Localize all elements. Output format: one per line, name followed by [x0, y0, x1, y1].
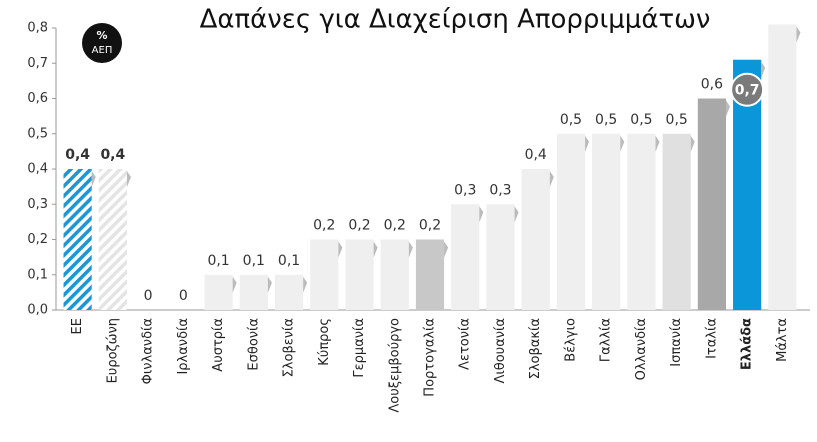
value-label: 0,4 — [525, 147, 547, 163]
value-label: 0,4 — [65, 147, 90, 163]
x-tick-label: Ισπανία — [669, 318, 684, 367]
bar-shade — [655, 135, 660, 152]
x-tick-label: Αυστρία — [211, 318, 226, 372]
y-tick-label: 0,8 — [27, 21, 48, 36]
value-label: 0,5 — [595, 112, 617, 128]
bar-shade — [232, 276, 237, 293]
x-tick-label: Σλοβακία — [528, 318, 543, 379]
chart-title: Δαπάνες για Διαχείριση Απορριμμάτων — [200, 5, 711, 35]
value-label: 0,2 — [313, 218, 335, 234]
x-tick-label: Πορτογαλία — [423, 318, 438, 397]
y-tick-label: 0,4 — [27, 162, 48, 177]
bar — [380, 239, 409, 310]
bar-shade — [514, 206, 519, 223]
y-tick-label: 0,7 — [27, 56, 48, 71]
x-tick-label: Λουξεμβούργο — [387, 318, 402, 413]
bar — [627, 133, 656, 310]
bar-shade — [796, 26, 801, 43]
bar-shade — [267, 276, 272, 293]
value-label: 0,1 — [207, 253, 229, 269]
bar — [451, 204, 480, 310]
value-label: 0,2 — [384, 218, 406, 234]
bar — [486, 204, 515, 310]
bar — [274, 274, 304, 310]
value-label: 0,1 — [243, 253, 265, 269]
bar — [592, 133, 621, 310]
x-tick-label: Σλοβενία — [282, 318, 297, 377]
x-tick-label: Ελλάδα — [740, 318, 755, 370]
value-label: 0,1 — [278, 253, 300, 269]
bar — [415, 239, 445, 310]
x-tick-label: Ιρλανδία — [176, 318, 191, 375]
label-badge — [730, 72, 765, 107]
bar — [345, 239, 374, 310]
y-tick-label: 0,5 — [27, 126, 48, 141]
value-label: 0 — [144, 288, 153, 304]
x-tick-label: Μάλτα — [775, 318, 790, 362]
unit-badge-text: % — [96, 29, 107, 42]
value-label: 0,4 — [100, 147, 125, 163]
bar — [204, 274, 233, 310]
unit-badge-text: ΑΕΠ — [92, 45, 113, 56]
x-tick-label: ΕΕ — [70, 318, 85, 334]
bar — [697, 98, 726, 310]
bar-shade — [126, 171, 131, 187]
bar — [662, 133, 691, 310]
bar-shade — [303, 276, 308, 293]
bar — [768, 24, 797, 310]
x-tick-label: Ευροζώνη — [105, 318, 120, 383]
value-label: 0,2 — [419, 218, 441, 234]
value-label: 0,3 — [454, 182, 476, 198]
x-tick-label: Ιταλία — [704, 318, 719, 359]
bar — [63, 169, 92, 310]
bar — [239, 274, 268, 310]
bar-shade — [444, 241, 449, 258]
bar-shade — [479, 206, 484, 223]
value-label: 0,5 — [630, 112, 652, 128]
value-label: 0,3 — [489, 182, 511, 198]
x-tick-label: Ολλανδία — [634, 318, 649, 380]
bar — [98, 169, 127, 310]
value-label: 0,2 — [348, 218, 370, 234]
bar-shade — [761, 61, 766, 78]
value-label: 0,7 — [735, 83, 760, 99]
value-label: 0,6 — [701, 77, 723, 93]
bar-shade — [373, 241, 378, 258]
bar-shade — [549, 171, 554, 187]
x-tick-label: Λετονία — [458, 318, 473, 370]
value-label: 0 — [179, 288, 188, 304]
x-tick-label: Εσθονία — [246, 318, 261, 371]
bar — [310, 239, 339, 310]
y-tick-label: 0,3 — [27, 197, 48, 212]
x-tick-label: Φινλανδία — [141, 318, 156, 384]
y-tick-label: 0,6 — [27, 91, 48, 106]
bar-shade — [91, 171, 96, 187]
y-tick-label: 0,2 — [27, 232, 48, 247]
bar-shade — [338, 241, 343, 258]
x-tick-label: Κύπρος — [317, 318, 332, 366]
bar-shade — [726, 100, 730, 117]
y-tick-label: 0,1 — [27, 267, 48, 282]
bar — [556, 133, 586, 310]
x-tick-label: Γερμανία — [352, 318, 367, 378]
x-tick-label: Γαλλία — [599, 318, 614, 362]
unit-badge — [82, 23, 122, 63]
y-tick-label: 0,0 — [27, 303, 48, 318]
value-label: 0,5 — [666, 112, 688, 128]
bar-shade — [585, 135, 590, 152]
x-tick-label: Βέλγιο — [563, 318, 578, 362]
bar-shade — [620, 135, 625, 152]
bar-shade — [408, 241, 413, 258]
value-label: 0,5 — [560, 112, 582, 128]
x-tick-label: Λιθουανία — [493, 318, 508, 384]
bar — [521, 169, 550, 310]
bar-shade — [690, 135, 695, 152]
